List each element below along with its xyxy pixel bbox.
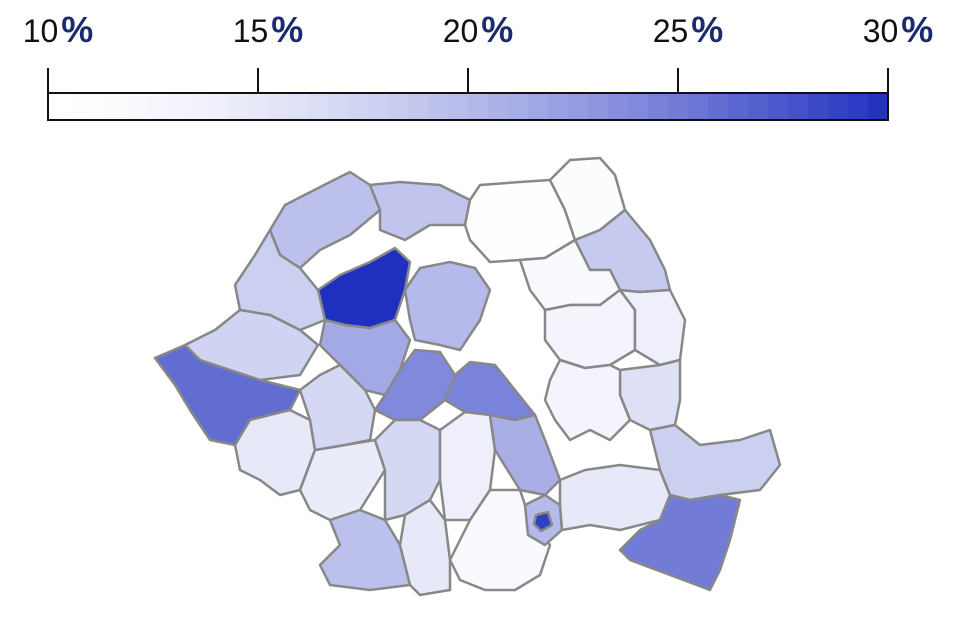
romania-county-map	[153, 156, 782, 597]
legend-color-step	[68, 93, 89, 120]
legend-tick-percent-symbol: %	[901, 9, 933, 50]
region-center-4	[298, 363, 377, 452]
legend-color-step	[788, 93, 809, 120]
legend-color-step	[448, 93, 469, 120]
legend-color-step	[628, 93, 649, 120]
legend-color-step	[208, 93, 229, 120]
county-regions	[153, 156, 782, 597]
legend-tick-number: 10	[23, 13, 59, 49]
region-cluj	[316, 246, 412, 330]
legend-color-step	[388, 93, 409, 120]
legend-tick-percent-symbol: %	[271, 9, 303, 50]
region-bucharest	[532, 510, 554, 533]
color-scale-legend: 10% 15% 20% 25% 30%	[23, 9, 934, 121]
legend-color-step	[668, 93, 689, 120]
legend-tick-label: 30%	[863, 9, 934, 50]
legend-color-step	[408, 93, 429, 120]
legend-tick-label: 10%	[23, 9, 94, 50]
legend-color-step	[308, 93, 329, 120]
legend-bar-frame	[47, 92, 889, 121]
legend-tick-percent-symbol: %	[61, 9, 93, 50]
legend-color-bar	[47, 92, 889, 121]
legend-color-step	[588, 93, 609, 120]
legend-color-step	[548, 93, 569, 120]
region-center-2	[403, 260, 492, 352]
legend-color-step	[268, 93, 289, 120]
legend-color-step	[508, 93, 529, 120]
legend-color-step	[748, 93, 769, 120]
legend-color-step	[188, 93, 209, 120]
legend-color-step	[348, 93, 369, 120]
legend-color-step	[468, 93, 489, 120]
legend-tick-label: 15%	[233, 9, 304, 50]
legend-color-step	[108, 93, 129, 120]
region-south-east-2	[648, 423, 782, 502]
region-south-west-3	[318, 508, 412, 592]
legend-color-step	[728, 93, 749, 120]
legend-color-step	[608, 93, 629, 120]
legend-color-step	[368, 93, 389, 120]
legend-tick-number: 25	[653, 13, 689, 49]
legend-color-step	[48, 93, 69, 120]
legend-tick-label: 20%	[443, 9, 514, 50]
region-constanta	[618, 493, 742, 592]
region-south-2	[398, 498, 452, 597]
legend-tick-number: 20	[443, 13, 479, 49]
region-south-east-1	[558, 463, 672, 532]
legend-color-step	[228, 93, 249, 120]
legend-color-step	[868, 93, 889, 120]
legend-color-step	[488, 93, 509, 120]
legend-color-step	[288, 93, 309, 120]
region-south-4	[488, 413, 562, 497]
legend-tick-percent-symbol: %	[691, 9, 723, 50]
legend-color-step	[128, 93, 149, 120]
region-north-center	[368, 180, 472, 242]
legend-color-step	[688, 93, 709, 120]
region-north-east-4	[543, 358, 632, 442]
legend-color-step	[828, 93, 849, 120]
region-north-west	[268, 170, 382, 270]
legend-color-step	[88, 93, 109, 120]
legend-color-step	[428, 93, 449, 120]
legend-tick-number: 30	[863, 13, 899, 49]
legend-color-step	[768, 93, 789, 120]
legend-color-step	[568, 93, 589, 120]
legend-color-step	[808, 93, 829, 120]
legend-tick-percent-symbol: %	[481, 9, 513, 50]
legend-tick-label: 25%	[653, 9, 724, 50]
legend-ticks: 10% 15% 20% 25% 30%	[23, 9, 934, 94]
legend-color-step	[328, 93, 349, 120]
legend-color-step	[528, 93, 549, 120]
legend-color-step	[648, 93, 669, 120]
legend-color-step	[848, 93, 869, 120]
legend-tick-number: 15	[233, 13, 269, 49]
legend-color-step	[168, 93, 189, 120]
legend-color-step	[708, 93, 729, 120]
legend-color-step	[148, 93, 169, 120]
region-south-1	[373, 418, 442, 522]
legend-color-step	[248, 93, 269, 120]
region-brasov	[443, 360, 537, 422]
